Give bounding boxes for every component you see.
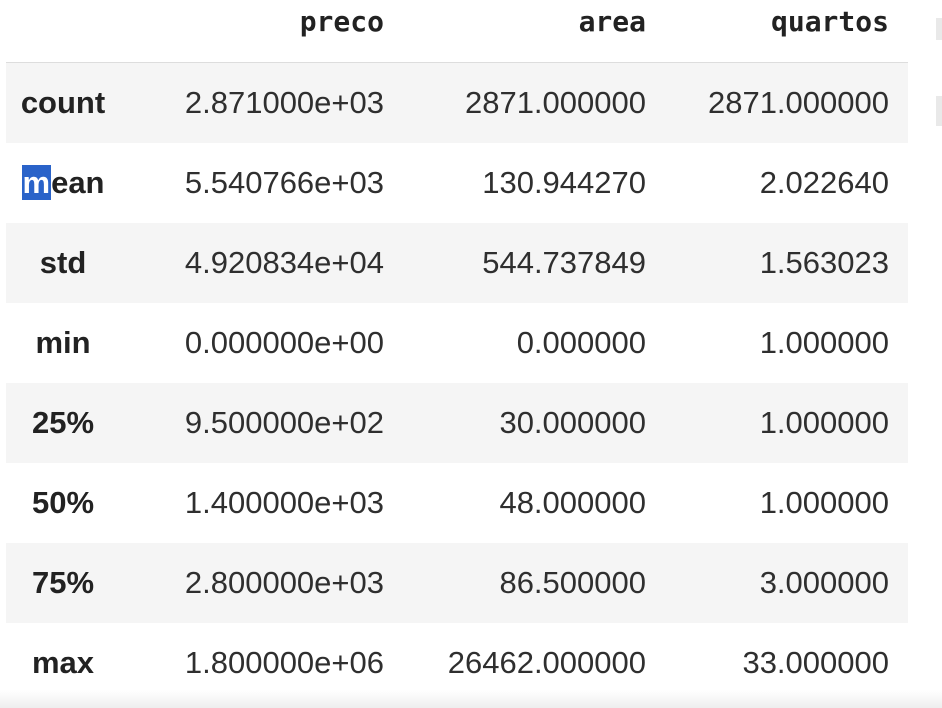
cell-mean-preco: 5.540766e+03 — [184, 165, 384, 200]
cell-min-preco: 0.000000e+00 — [184, 325, 384, 360]
table-row-50pct: 50% 1.400000e+03 48.000000 1.000000 — [6, 463, 908, 543]
table-row-max: max 1.800000e+06 26462.000000 33.000000 — [6, 623, 908, 703]
cell-75pct-area: 86.500000 — [499, 565, 646, 600]
table-row-min: min 0.000000e+00 0.000000 1.000000 — [6, 303, 908, 383]
table-row-count: count 2.871000e+03 2871.000000 2871.0000… — [6, 63, 908, 143]
column-header-area: area — [578, 5, 646, 38]
column-header-quartos: quartos — [770, 5, 889, 38]
cell-max-area: 26462.000000 — [447, 645, 646, 680]
cell-75pct-quartos: 3.000000 — [759, 565, 889, 600]
scroll-edge-mark — [936, 18, 942, 40]
row-label-mean[interactable]: mean — [6, 143, 120, 223]
cell-max-preco: 1.800000e+06 — [184, 645, 384, 680]
row-label-25pct: 25% — [31, 405, 95, 440]
row-label-count: count — [20, 85, 106, 120]
row-label-mean-rest: ean — [51, 165, 105, 200]
cell-75pct-preco: 2.800000e+03 — [184, 565, 384, 600]
cell-mean-quartos: 2.022640 — [759, 165, 889, 200]
scroll-edge-mark — [936, 96, 942, 126]
bottom-shadow — [0, 690, 942, 708]
row-label-std: std — [39, 245, 87, 280]
table-row-mean: mean 5.540766e+03 130.944270 2.022640 — [6, 143, 908, 223]
cell-50pct-preco: 1.400000e+03 — [184, 485, 384, 520]
cell-25pct-preco: 9.500000e+02 — [184, 405, 384, 440]
cell-max-quartos: 33.000000 — [742, 645, 889, 680]
cell-std-quartos: 1.563023 — [759, 245, 889, 280]
cell-std-preco: 4.920834e+04 — [184, 245, 384, 280]
cell-25pct-quartos: 1.000000 — [759, 405, 889, 440]
table-row-25pct: 25% 9.500000e+02 30.000000 1.000000 — [6, 383, 908, 463]
cell-50pct-area: 48.000000 — [499, 485, 646, 520]
cell-count-preco: 2.871000e+03 — [184, 85, 384, 120]
cell-50pct-quartos: 1.000000 — [759, 485, 889, 520]
table-header: preco area quartos — [6, 0, 908, 63]
cell-mean-area: 130.944270 — [482, 165, 646, 200]
cell-25pct-area: 30.000000 — [499, 405, 646, 440]
table-row-std: std 4.920834e+04 544.737849 1.563023 — [6, 223, 908, 303]
cell-min-area: 0.000000 — [516, 325, 646, 360]
row-label-50pct: 50% — [31, 485, 95, 520]
cell-count-area: 2871.000000 — [464, 85, 646, 120]
column-header-preco: preco — [299, 5, 384, 38]
cell-std-area: 544.737849 — [482, 245, 646, 280]
cell-min-quartos: 1.000000 — [759, 325, 889, 360]
cell-count-quartos: 2871.000000 — [707, 85, 889, 120]
row-label-max: max — [31, 645, 95, 680]
row-label-75pct: 75% — [31, 565, 95, 600]
row-label-min: min — [35, 325, 91, 360]
selected-text[interactable]: m — [21, 165, 52, 200]
describe-table: preco area quartos count 2.871000e+03 28… — [6, 0, 908, 708]
table-row-75pct: 75% 2.800000e+03 86.500000 3.000000 — [6, 543, 908, 623]
